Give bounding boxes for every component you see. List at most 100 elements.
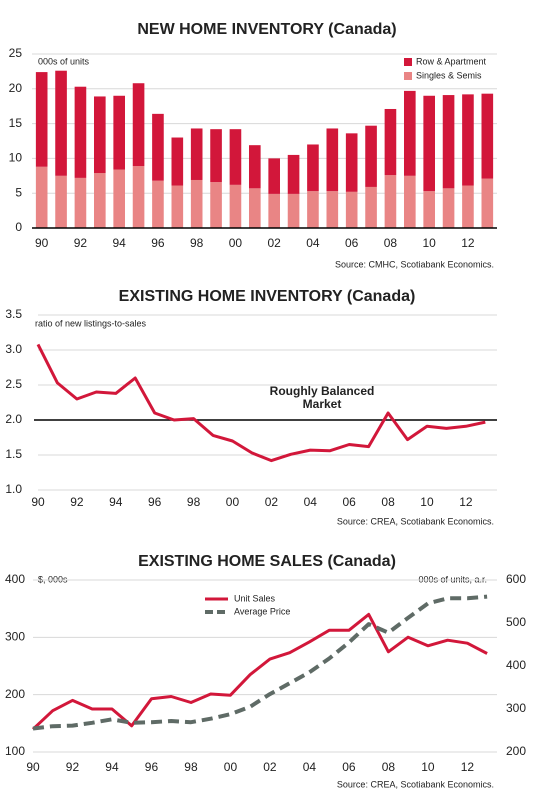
y2-tick-label: 300 [506, 701, 526, 715]
x-tick-label: 06 [343, 495, 357, 509]
x-tick-label: 92 [70, 495, 84, 509]
bar [152, 113, 164, 181]
bar [307, 144, 319, 192]
chart-title: NEW HOME INVENTORY (Canada) [137, 21, 396, 38]
bar [442, 95, 455, 189]
x-tick-label: 92 [66, 760, 80, 774]
x-tick-label: 00 [229, 236, 243, 250]
legend-label: Average Price [234, 606, 290, 616]
legend-label: Unit Sales [234, 593, 276, 603]
x-tick-label: 94 [105, 760, 119, 774]
annotation: Roughly Balanced [270, 384, 375, 398]
bar [229, 184, 242, 228]
x-tick-label: 00 [226, 495, 240, 509]
bar [384, 175, 397, 228]
bar [268, 193, 280, 228]
x-tick-label: 94 [109, 495, 123, 509]
bar [462, 94, 474, 186]
y-tick-label: 2.0 [5, 412, 22, 426]
bar [171, 137, 184, 186]
y-tick-label: 25 [9, 46, 23, 60]
bar [268, 158, 280, 194]
bar [190, 179, 203, 228]
bar [94, 96, 106, 174]
bar [171, 185, 184, 228]
y2-tick-label: 400 [506, 658, 526, 672]
y-tick-label: 1.5 [5, 447, 22, 461]
line-series [36, 343, 486, 463]
bar [481, 178, 494, 228]
y-tick-label: 200 [5, 687, 25, 701]
bar [404, 175, 416, 228]
subtitle: ratio of new listings-to-sales [35, 318, 147, 328]
bar [35, 166, 48, 228]
x-tick-label: 00 [224, 760, 238, 774]
annotation: Market [303, 397, 342, 411]
line-series [31, 612, 488, 731]
x-tick-label: 10 [423, 236, 437, 250]
bar [345, 191, 358, 228]
y-tick-label: 100 [5, 744, 25, 758]
bar [249, 145, 261, 189]
x-tick-label: 04 [306, 236, 320, 250]
x-tick-label: 96 [145, 760, 159, 774]
bar [132, 83, 145, 167]
y-tick-label: 300 [5, 630, 25, 644]
chart-title: EXISTING HOME SALES (Canada) [138, 553, 396, 570]
bar [404, 90, 416, 176]
source: Source: CMHC, Scotiabank Economics. [335, 259, 494, 269]
x-tick-label: 08 [384, 236, 398, 250]
x-tick-label: 94 [113, 236, 127, 250]
bar [210, 182, 222, 228]
x-tick-label: 06 [345, 236, 359, 250]
subtitle: $, 000s [38, 574, 68, 584]
bar [74, 177, 87, 228]
line-series [32, 594, 488, 731]
subtitle-right: 000s of units, a.r. [418, 574, 487, 584]
bar [55, 175, 67, 228]
subtitle: 000s of units [38, 56, 90, 66]
x-tick-label: 92 [74, 236, 88, 250]
legend-label: Singles & Semis [416, 70, 482, 80]
bar [287, 193, 300, 228]
y-tick-label: 10 [9, 151, 23, 165]
source: Source: CREA, Scotiabank Economics. [337, 779, 494, 789]
bar [423, 95, 435, 192]
x-tick-label: 04 [304, 495, 318, 509]
x-tick-label: 10 [421, 760, 435, 774]
x-tick-label: 02 [265, 495, 279, 509]
y-tick-label: 0 [15, 220, 22, 234]
bar [365, 125, 377, 187]
bar [210, 129, 222, 183]
bar [326, 128, 339, 192]
bar [481, 93, 494, 179]
y2-tick-label: 600 [506, 572, 526, 586]
bar [326, 191, 339, 228]
bar [35, 72, 48, 167]
x-tick-label: 98 [187, 495, 201, 509]
x-tick-label: 06 [342, 760, 356, 774]
y2-tick-label: 500 [506, 615, 526, 629]
bar [365, 186, 377, 228]
bar [345, 133, 358, 192]
bar [190, 128, 203, 180]
bar [384, 108, 397, 176]
x-tick-label: 90 [26, 760, 40, 774]
x-tick-label: 10 [420, 495, 434, 509]
x-tick-label: 08 [382, 760, 396, 774]
x-tick-label: 96 [151, 236, 165, 250]
x-tick-label: 98 [190, 236, 204, 250]
x-tick-label: 12 [461, 236, 475, 250]
bar [132, 166, 145, 228]
y-tick-label: 1.0 [5, 482, 22, 496]
y-tick-label: 400 [5, 572, 25, 586]
y-tick-label: 3.5 [5, 307, 22, 321]
x-tick-label: 02 [268, 236, 282, 250]
bar [287, 154, 300, 194]
x-tick-label: 96 [148, 495, 162, 509]
legend-label: Row & Apartment [416, 56, 487, 66]
bar [152, 180, 164, 228]
source: Source: CREA, Scotiabank Economics. [337, 516, 494, 526]
x-tick-label: 98 [184, 760, 198, 774]
